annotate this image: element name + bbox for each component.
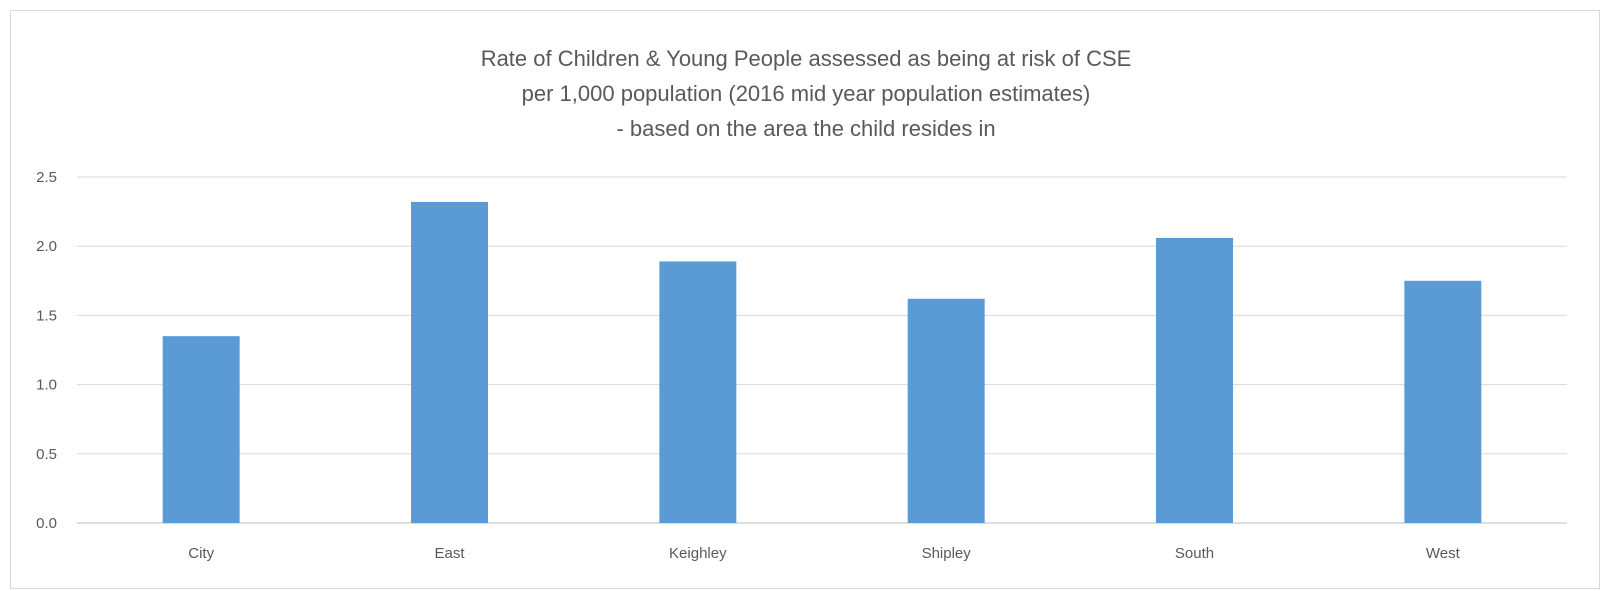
y-tick-label: 1.0 [36, 377, 57, 394]
y-tick-label: 0.5 [36, 446, 57, 463]
x-tick-label-west: West [1426, 545, 1461, 562]
chart-title-line-2: per 1,000 population (2016 mid year popu… [521, 81, 1091, 106]
plot-area: 0.0 0.5 1.0 1.5 2.0 2.5 City East Keighley Shiple… [36, 169, 1567, 562]
chart-title-line-3: - based on the area the child resides in [616, 116, 996, 141]
y-tick-label: 0.0 [36, 515, 57, 532]
bar-shipley [907, 298, 985, 523]
x-tick-label-east: East [434, 545, 465, 562]
chart-title-line-1: Rate of Children & Young People assessed… [480, 46, 1132, 71]
bar-keighley [659, 261, 737, 523]
bar-east [411, 201, 488, 524]
y-tick-label: 1.5 [36, 307, 57, 324]
bar-city [162, 336, 240, 523]
x-tick-label-city: City [188, 545, 214, 562]
x-tick-label-keighley: Keighley [669, 545, 727, 562]
x-tick-label-shipley: Shipley [922, 545, 972, 562]
chart-area: Rate of Children & Young People assessed… [10, 10, 1600, 589]
chart-title: Rate of Children & Young People assessed… [11, 41, 1601, 146]
bar-west [1404, 280, 1482, 523]
y-tick-label: 2.0 [36, 238, 57, 255]
y-tick-label: 2.5 [36, 169, 57, 186]
bar-south [1156, 237, 1233, 523]
x-tick-label-south: South [1175, 545, 1214, 562]
